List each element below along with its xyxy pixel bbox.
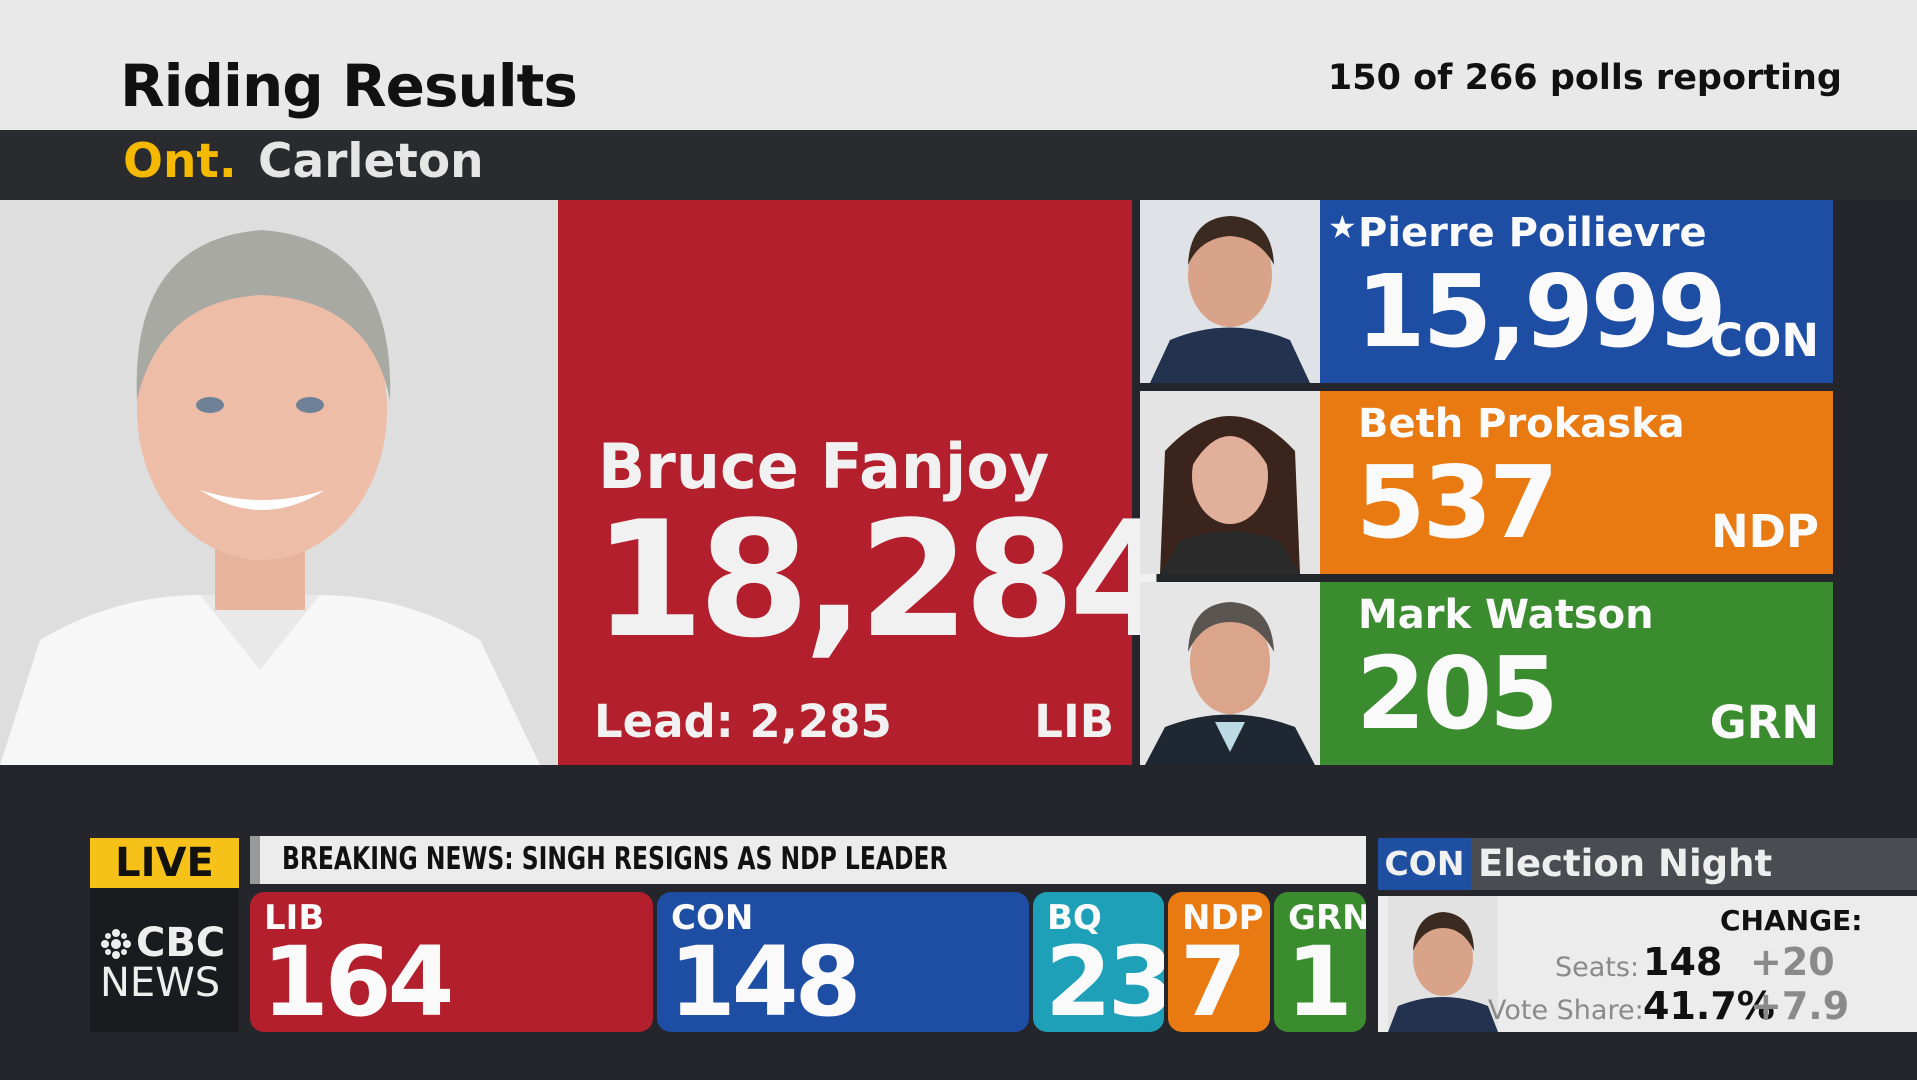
cbc-gem-icon <box>101 929 131 959</box>
seats-value: 148 <box>1643 940 1723 984</box>
seat-party: NDP <box>1182 898 1264 938</box>
seat-number: 148 <box>669 926 861 1032</box>
polls-reporting: 150 of 266 polls reporting <box>1327 58 1842 98</box>
election-night-title: Election Night <box>1478 842 1773 885</box>
cbc-news-logo: CBC NEWS <box>90 888 239 1032</box>
seat-party: CON <box>671 898 754 938</box>
candidate-name: Beth Prokaska <box>1358 401 1685 447</box>
lead-margin: Lead: 2,285 <box>594 695 892 748</box>
vote-share-label: Vote Share: <box>1488 995 1644 1026</box>
star-icon: ★ <box>1328 208 1357 246</box>
live-badge: LIVE <box>90 838 239 888</box>
election-night-card: CHANGE: Seats: 148 +20 Vote Share: 41.7%… <box>1378 896 1917 1032</box>
seat-number: 164 <box>262 926 454 1032</box>
seat-number: 1 <box>1286 926 1353 1032</box>
candidate-name: Mark Watson <box>1358 592 1654 638</box>
seat-party: GRN <box>1288 898 1366 938</box>
seat-number: 23 <box>1045 926 1164 1032</box>
riding-bar <box>0 130 1917 200</box>
candidate-party: CON <box>1710 314 1819 367</box>
candidate-votes: 537 <box>1356 444 1559 561</box>
leader-photo <box>0 200 558 765</box>
breaking-news-ticker: BREAKING NEWS: SINGH RESIGNS AS NDP LEAD… <box>250 836 1366 884</box>
change-label: CHANGE: <box>1720 904 1863 937</box>
leader-name: Bruce Fanjoy <box>598 430 1050 503</box>
candidate-result-box: ★ Pierre Poilievre 15,999 CON <box>1320 200 1833 383</box>
candidate-photo <box>1140 391 1320 574</box>
candidate-card-3: Mark Watson 205 GRN <box>1140 582 1833 765</box>
seats-change: +20 <box>1750 940 1835 984</box>
seat-count-lib: LIB 164 <box>250 892 653 1032</box>
logo-cbc-text: CBC <box>136 920 226 966</box>
candidate-votes: 205 <box>1356 635 1559 752</box>
candidate-result-box: Beth Prokaska 537 NDP <box>1320 391 1833 574</box>
logo-news-text: NEWS <box>100 960 221 1006</box>
candidate-party: GRN <box>1709 696 1819 749</box>
seat-party: LIB <box>264 898 325 938</box>
party-tag: CON <box>1378 838 1471 890</box>
vote-share-change: +7.9 <box>1750 984 1850 1028</box>
seat-count-bq: BQ 23 <box>1033 892 1164 1032</box>
candidate-votes: 15,999 <box>1356 253 1727 370</box>
leader-votes: 18,284 <box>593 486 1180 673</box>
seat-count-con: CON 148 <box>657 892 1029 1032</box>
province-label: Ont. <box>123 134 237 189</box>
candidate-party: NDP <box>1711 505 1819 558</box>
page-title: Riding Results <box>120 52 578 120</box>
riding-name: Carleton <box>258 134 484 189</box>
candidate-card-2: Beth Prokaska 537 NDP <box>1140 391 1833 574</box>
seat-number: 7 <box>1180 926 1247 1032</box>
candidate-photo <box>1140 582 1320 765</box>
candidate-card-1: ★ Pierre Poilievre 15,999 CON <box>1140 200 1833 383</box>
candidate-name: Pierre Poilievre <box>1358 210 1707 256</box>
leader-result-box: Bruce Fanjoy 18,284 Lead: 2,285 LIB <box>558 200 1180 765</box>
header-bar <box>0 0 1917 130</box>
leader-thumbnail <box>1388 896 1498 1032</box>
candidate-photo <box>1140 200 1320 383</box>
seat-count-ndp: NDP 7 <box>1168 892 1270 1032</box>
seat-count-grn: GRN 1 <box>1274 892 1366 1032</box>
seat-party: BQ <box>1047 898 1102 938</box>
ticker-text: BREAKING NEWS: SINGH RESIGNS AS NDP LEAD… <box>282 841 948 877</box>
vote-share-value: 41.7% <box>1643 984 1775 1028</box>
leader-party: LIB <box>1034 695 1114 748</box>
candidate-result-box: Mark Watson 205 GRN <box>1320 582 1833 765</box>
seats-label: Seats: <box>1555 952 1640 983</box>
